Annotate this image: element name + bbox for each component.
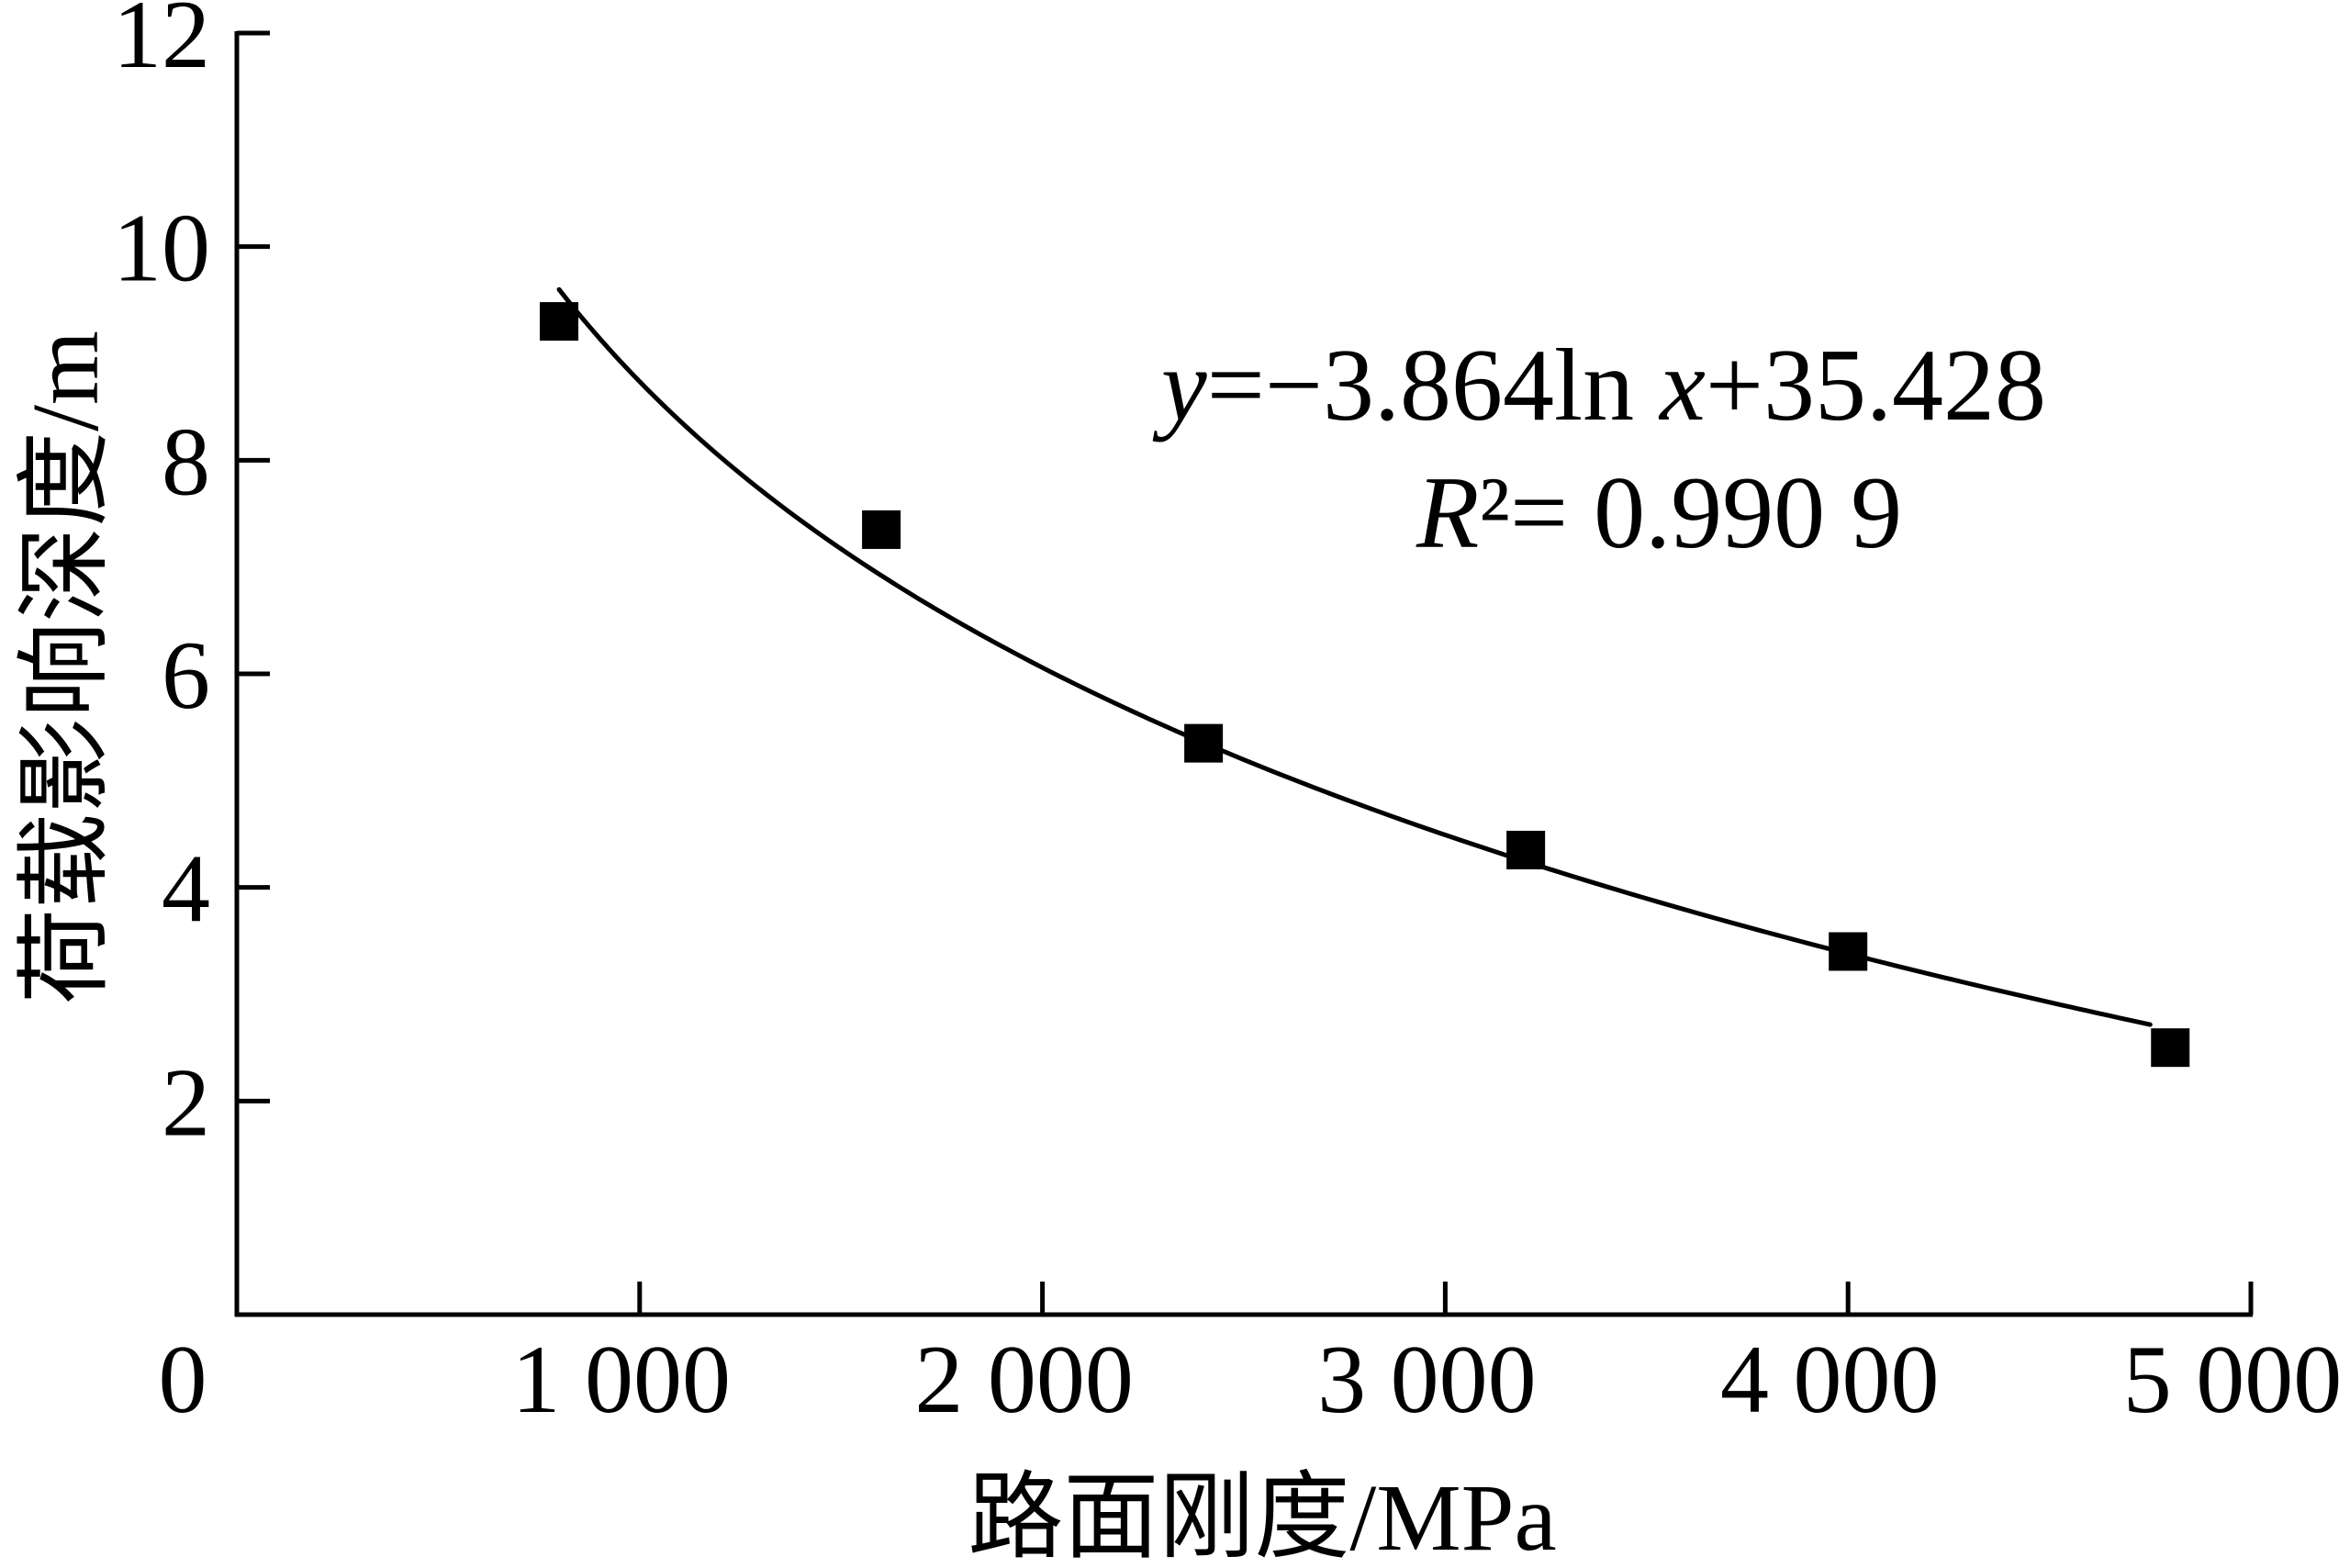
y-tick-label: 8 (162, 408, 210, 515)
x-tick-label: 0 (159, 1326, 207, 1433)
y-tick-label: 2 (162, 1048, 210, 1156)
data-point (2151, 1028, 2190, 1068)
data-point (1184, 723, 1224, 763)
x-tick-label: 3 000 (1317, 1326, 1537, 1433)
data-point (540, 302, 579, 342)
data-points (540, 302, 2190, 1068)
x-tick-label: 2 000 (914, 1326, 1134, 1433)
data-point (1506, 830, 1546, 869)
annotation-variable: R (1416, 456, 1479, 570)
y-tick-label: 6 (162, 622, 210, 729)
data-point (1829, 932, 1868, 971)
y-tick-label: 12 (113, 0, 210, 88)
x-tick-label: 1 000 (512, 1326, 732, 1433)
annotation-variable: x (1658, 329, 1706, 442)
x-tick-label: 4 000 (1720, 1326, 1940, 1433)
annotation-segment: =−3.864ln (1207, 329, 1660, 442)
y-tick-label: 10 (113, 195, 210, 302)
y-axis-label: 荷载影响深度/m (13, 330, 118, 1004)
x-tick-label: 5 000 (2123, 1326, 2343, 1433)
r-squared-label: R²= 0.990 9 (1416, 456, 1902, 570)
annotation-segment: ²= 0.990 9 (1479, 456, 1902, 570)
fit-curve (556, 286, 2153, 1027)
annotation-segment: +35.428 (1706, 329, 2046, 442)
axis-ticks: 2 4 6 8 10 12 0 1 000 2 000 3 000 4 000 5 000 (113, 0, 2342, 1433)
y-tick-label: 4 (162, 835, 210, 943)
x-axis-label: 路面刚度/MPa (968, 1465, 1556, 1568)
annotation-variable: y (1152, 329, 1207, 442)
fit-equation-label: y=−3.864ln x+35.428 (1152, 329, 2046, 442)
data-point (862, 510, 901, 549)
